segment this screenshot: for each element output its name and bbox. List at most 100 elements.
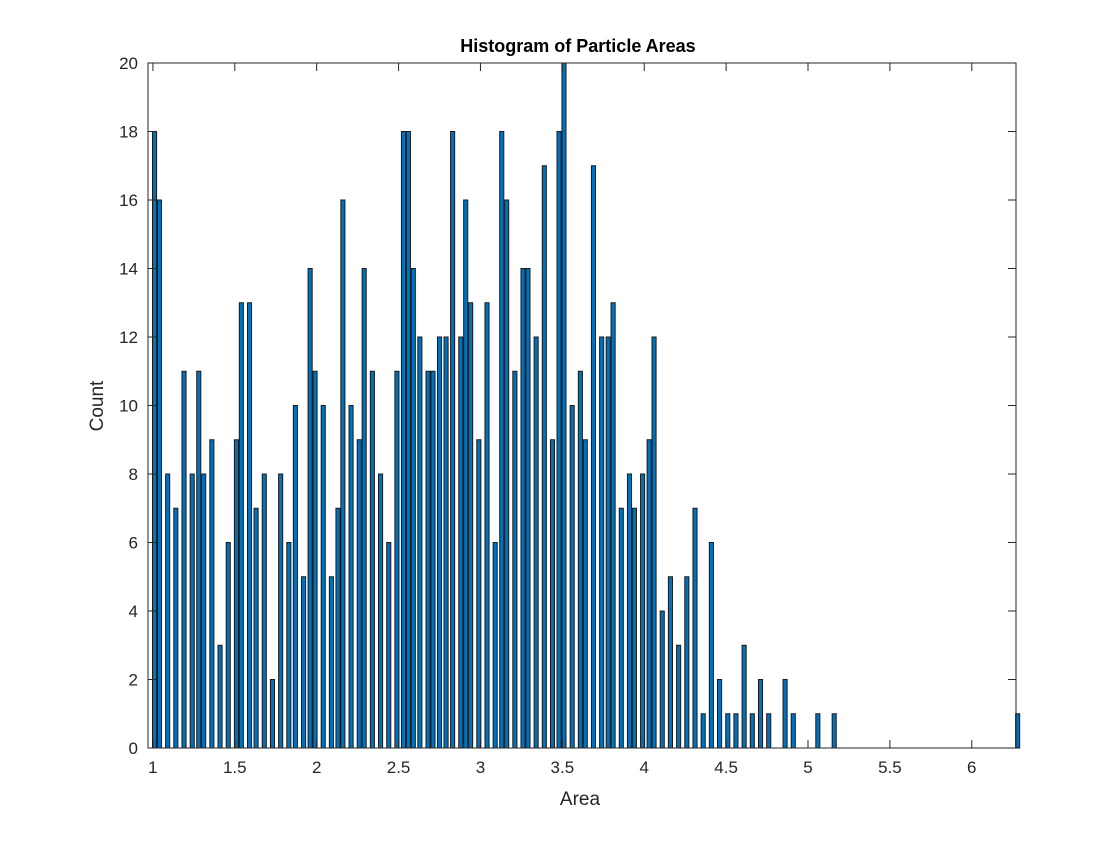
histogram-bar xyxy=(201,473,207,749)
y-ticks-group: 0 2 4 6 8 10 12 14 16 18 20 xyxy=(119,54,1016,758)
histogram-bar xyxy=(499,131,505,749)
x-tick-label: 4 xyxy=(639,758,648,777)
y-tick-label: 18 xyxy=(119,123,138,142)
x-axis-label: Area xyxy=(560,789,601,810)
histogram-bar xyxy=(233,439,239,749)
x-tick-label: 3.5 xyxy=(551,758,575,777)
histogram-bar xyxy=(348,405,354,749)
bars-group xyxy=(152,62,1021,749)
y-tick-label: 0 xyxy=(129,739,138,758)
histogram-bar xyxy=(165,473,171,749)
histogram-bar xyxy=(831,713,837,749)
y-tick-label: 20 xyxy=(119,54,138,73)
histogram-bar xyxy=(741,644,747,749)
histogram-bar xyxy=(651,336,657,749)
histogram-bar xyxy=(782,679,788,749)
histogram-bar xyxy=(369,370,375,749)
histogram-bar xyxy=(400,131,407,749)
histogram-bar xyxy=(278,473,284,749)
histogram-bar xyxy=(361,268,367,749)
histogram-bar xyxy=(378,473,384,749)
histogram-bar xyxy=(790,713,796,749)
histogram-bar xyxy=(692,507,698,749)
histogram-bar xyxy=(328,576,334,749)
x-tick-label: 2.5 xyxy=(387,758,411,777)
histogram-bar xyxy=(436,336,443,749)
histogram-bar xyxy=(356,439,362,749)
y-tick-label: 6 xyxy=(129,534,138,553)
histogram-bar xyxy=(196,370,202,749)
histogram-bar xyxy=(340,199,346,749)
x-tick-label: 1 xyxy=(148,758,157,777)
histogram-bar xyxy=(569,405,575,749)
histogram-bar xyxy=(659,610,665,749)
histogram-bar xyxy=(261,473,267,749)
histogram-bar xyxy=(757,679,764,749)
histogram-bar xyxy=(815,713,821,749)
histogram-bar xyxy=(533,336,539,749)
histogram-bar xyxy=(708,542,714,749)
histogram-bar xyxy=(525,268,531,749)
histogram-bar xyxy=(425,370,431,749)
histogram-bar xyxy=(640,473,646,749)
histogram-bar xyxy=(430,370,436,749)
x-tick-label: 5.5 xyxy=(878,758,902,777)
histogram-bar xyxy=(152,131,158,749)
histogram-bar xyxy=(246,302,253,749)
x-tick-label: 5 xyxy=(803,758,812,777)
y-tick-label: 14 xyxy=(119,260,138,279)
histogram-bar xyxy=(181,370,187,749)
histogram-bar xyxy=(605,336,611,749)
y-tick-label: 10 xyxy=(119,397,138,416)
x-tick-label: 1.5 xyxy=(223,758,247,777)
histogram-bar xyxy=(618,507,624,749)
histogram-bar xyxy=(450,131,456,749)
x-tick-label: 2 xyxy=(312,758,321,777)
histogram-bar xyxy=(577,370,583,749)
histogram-bar xyxy=(217,644,223,749)
histogram-bar xyxy=(173,507,179,749)
histogram-bar xyxy=(556,131,562,749)
x-tick-label: 3 xyxy=(476,758,485,777)
histogram-bar xyxy=(590,165,597,749)
histogram-bar xyxy=(749,713,755,749)
histogram-bar xyxy=(307,268,313,749)
histogram-bar xyxy=(631,507,637,749)
chart-title: Histogram of Particle Areas xyxy=(460,36,695,56)
histogram-bar xyxy=(269,679,276,749)
histogram-bar xyxy=(458,336,464,749)
histogram-bar xyxy=(646,439,652,749)
histogram-bar xyxy=(386,542,392,749)
histogram-bar xyxy=(700,713,706,749)
histogram-bar xyxy=(463,199,469,749)
histogram-bar xyxy=(301,576,307,749)
histogram-bar xyxy=(468,302,474,749)
histogram-bar xyxy=(410,268,416,749)
y-tick-label: 12 xyxy=(119,328,138,347)
histogram-bar xyxy=(582,439,588,749)
histogram-bar xyxy=(209,439,215,749)
histogram-bar xyxy=(717,679,723,749)
histogram-bar xyxy=(335,507,341,749)
histogram-bar xyxy=(156,199,163,749)
histogram-bar xyxy=(492,542,498,749)
histogram-bar xyxy=(667,576,673,749)
y-tick-label: 16 xyxy=(119,191,138,210)
x-tick-label: 6 xyxy=(967,758,976,777)
histogram-bar xyxy=(443,336,449,749)
histogram-bar xyxy=(610,302,616,749)
histogram-bar xyxy=(292,405,298,749)
histogram-bar xyxy=(320,405,326,749)
y-axis-label: Count xyxy=(87,380,108,431)
histogram-bar xyxy=(189,473,195,749)
histogram-bar xyxy=(549,439,556,749)
histogram-bar xyxy=(733,713,739,749)
y-tick-label: 8 xyxy=(129,465,138,484)
histogram-bar xyxy=(599,336,605,749)
histogram-bar xyxy=(541,165,547,749)
histogram-bar xyxy=(394,370,400,749)
histogram-bar xyxy=(766,713,772,749)
histogram-bar xyxy=(312,370,318,749)
histogram-bar xyxy=(484,302,490,749)
